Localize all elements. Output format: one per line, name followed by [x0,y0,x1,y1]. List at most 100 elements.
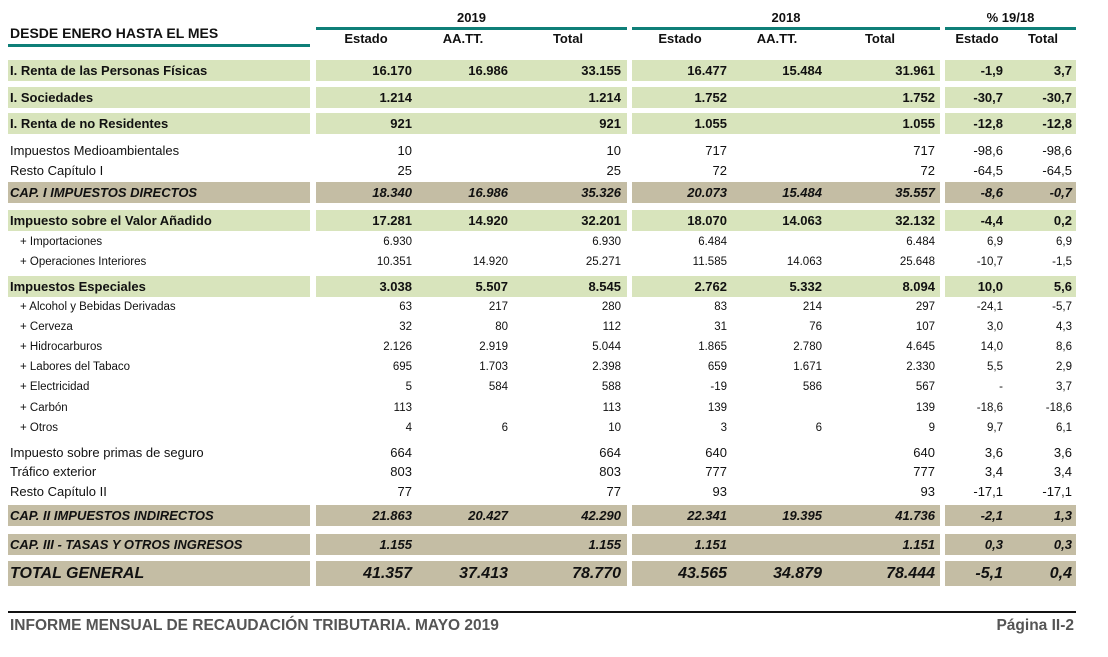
cell-estado-2018: 1.151 [694,537,727,552]
cell-total-2018: 25.648 [899,256,935,268]
cell-estado-2018: 6.484 [698,236,727,248]
cell-total-pct: 2,9 [1056,361,1072,373]
cell-total-2019: 32.201 [581,213,621,228]
cell-estado-2019: 17.281 [372,213,412,228]
cell-estado-2018: 83 [714,301,727,313]
cell-total-2019: 10 [606,142,621,158]
row-band [632,534,940,555]
cell-estado-2019: 10.351 [376,256,412,268]
cell-estado-2018: 93 [712,483,727,499]
row-band [316,87,627,108]
cell-estado-2018: -19 [710,381,727,393]
cell-total-2018: 1.752 [902,90,935,105]
cell-estado-2019: 5 [405,381,412,393]
cell-estado-2019: 664 [390,444,412,460]
cell-estado-2018: 640 [705,444,727,460]
cell-total-2019: 588 [601,381,621,393]
table-row: Impuestos Especiales 3.038 5.507 8.545 2.762… [0,276,1108,297]
table-row: Resto Capítulo II 77 77 93 93 -17,1 -17,1 [0,482,1108,500]
row-label: + Electricidad [20,381,90,393]
row-label: + Hidrocarburos [20,341,103,353]
row-label: Impuesto sobre primas de seguro [10,444,204,460]
cell-estado-2019: 2.126 [383,341,412,353]
cell-aatt-2019: 584 [488,381,508,393]
cell-aatt-2019: 14.920 [468,213,508,228]
table-row: + Labores del Tabaco 695 1.703 2.398 659 1.67… [0,358,1108,376]
cell-estado-2019: 21.863 [372,508,412,523]
cell-total-2019: 113 [602,402,621,414]
cell-estado-pct: -10,7 [976,256,1003,268]
cell-total-2018: 35.557 [895,185,935,200]
cell-total-pct: -12,8 [1042,116,1072,131]
cell-total-pct: -1,5 [1052,256,1072,268]
row-band [8,276,310,297]
row-label: I. Sociedades [10,90,94,105]
row-label: TOTAL GENERAL [10,564,145,582]
cell-estado-2019: 113 [393,402,412,414]
cell-total-pct: -98,6 [1042,142,1072,158]
row-label: + Alcohol y Bebidas Derivadas [20,301,176,313]
cell-estado-2018: 777 [705,463,727,479]
row-label: I. Renta de no Residentes [10,116,169,131]
row-label: + Importaciones [20,236,103,248]
cell-total-pct: 4,3 [1056,321,1072,333]
cell-estado-2018: 43.565 [678,564,727,582]
cell-total-2018: 9 [928,422,935,434]
cell-total-2018: 72 [920,162,935,178]
row-band [632,87,940,108]
table-row: Impuesto sobre el Valor Añadido 17.281 14.… [0,210,1108,231]
cell-total-2018: 32.132 [895,213,935,228]
cell-total-pct: -64,5 [1042,162,1072,178]
cell-estado-2019: 695 [392,361,412,373]
table-row: CAP. II IMPUESTOS INDIRECTOS 21.863 20.427… [0,505,1108,526]
cell-total-2018: 777 [913,463,935,479]
row-label: + Cerveza [20,321,73,333]
row-band [632,210,940,231]
cell-total-2018: 93 [920,483,935,499]
cell-aatt-2018: 15.484 [782,63,822,78]
row-label: + Otros [20,422,59,434]
cell-estado-pct: -30,7 [973,90,1003,105]
cell-estado-2019: 1.155 [379,537,412,552]
cell-aatt-2018: 1.671 [793,361,822,373]
cell-estado-2018: 1.055 [694,116,727,131]
row-band [945,210,1076,231]
cell-total-pct: 6,1 [1056,422,1072,434]
row-label: CAP. II IMPUESTOS INDIRECTOS [10,508,214,523]
cell-estado-2019: 25 [397,162,412,178]
cell-total-2019: 1.155 [588,537,621,552]
cell-total-2018: 8.094 [902,279,935,294]
table-row: TOTAL GENERAL 41.357 37.413 78.770 43.565 34.… [0,561,1108,586]
cell-total-pct: 3,7 [1056,381,1072,393]
row-band [8,87,310,108]
row-band [8,182,310,203]
cell-aatt-2019: 1.703 [479,361,508,373]
cell-estado-pct: -64,5 [973,162,1003,178]
table-row: I. Sociedades 1.214 1.214 1.752 1.752 -30,7 -3… [0,87,1108,108]
row-band [8,113,310,134]
table-row: I. Renta de no Residentes 921 921 1.055 1.05… [0,113,1108,134]
cell-total-2019: 1.214 [588,90,621,105]
cell-estado-2019: 10 [397,142,412,158]
year-2019-header: 2019 [457,10,486,25]
row-band [945,182,1076,203]
row-band [945,276,1076,297]
cell-total-2019: 803 [599,463,621,479]
cell-estado-2018: 3 [720,422,727,434]
cell-total-2019: 78.770 [572,564,621,582]
row-band [316,505,627,526]
row-band [945,561,1076,586]
row-band [632,505,940,526]
cell-total-pct: -17,1 [1042,483,1072,499]
row-band [632,276,940,297]
cell-total-2018: 2.330 [906,361,935,373]
cell-estado-2019: 77 [397,483,412,499]
cell-total-2018: 717 [913,142,935,158]
rule-pct [945,27,1076,30]
column-header-estado-2018: Estado [658,31,702,46]
row-band [316,60,627,81]
cell-estado-2018: 1.865 [698,341,727,353]
cell-total-2019: 25 [606,162,621,178]
cell-total-2018: 1.055 [902,116,935,131]
